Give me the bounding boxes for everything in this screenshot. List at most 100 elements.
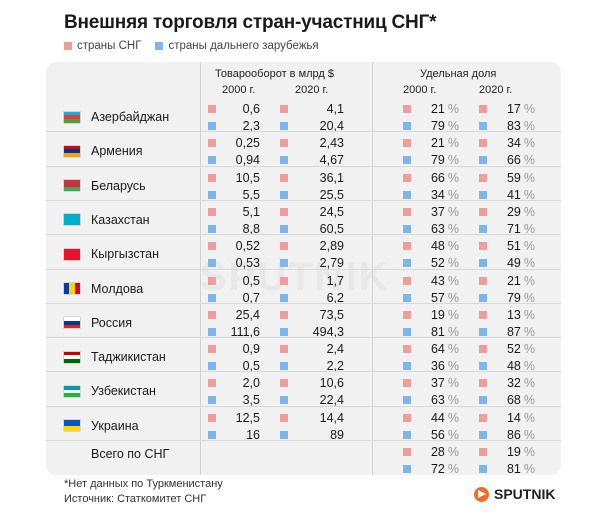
- legend-label-cis: страны СНГ: [77, 40, 141, 52]
- cis-value: 43%: [403, 274, 459, 288]
- value-number: 10,5: [236, 171, 260, 185]
- value-number: 51: [507, 239, 521, 253]
- cis-value: 21%: [403, 102, 459, 116]
- cell-value: 37%: [431, 376, 459, 390]
- sputnik-logo-icon: [474, 487, 489, 502]
- cell-value: 21%: [431, 136, 459, 150]
- cis-value: 0,25: [208, 136, 260, 150]
- header-turnover: Товарооборот в млрд $: [215, 68, 334, 80]
- series-marker: [208, 414, 216, 422]
- series-marker: [403, 431, 411, 439]
- cis-value: 10,5: [208, 171, 260, 185]
- series-marker: [403, 414, 411, 422]
- flag-icon: [64, 420, 80, 431]
- cis-value: 2,0: [208, 376, 260, 390]
- cell-value: 17%: [507, 102, 535, 116]
- percent-sign: %: [524, 239, 535, 253]
- legend-item-cis: страны СНГ: [64, 40, 141, 52]
- legend: страны СНГ страны дальнего зарубежья: [64, 40, 319, 52]
- series-marker: [280, 294, 288, 302]
- cis-value: 0,52: [208, 239, 260, 253]
- country-label: Беларусь: [64, 179, 146, 193]
- series-marker: [280, 431, 288, 439]
- cis-value: 10,6: [280, 376, 344, 390]
- value-number: 14,4: [320, 411, 344, 425]
- series-marker: [403, 242, 411, 250]
- series-marker: [479, 139, 487, 147]
- percent-sign: %: [448, 376, 459, 390]
- cis-value: 21%: [403, 136, 459, 150]
- percent-sign: %: [448, 136, 459, 150]
- series-marker: [479, 105, 487, 113]
- cell-value: 12,5: [236, 411, 260, 425]
- series-marker: [208, 174, 216, 182]
- cis-value: 19%: [479, 445, 535, 459]
- percent-sign: %: [448, 342, 459, 356]
- cis-value: 14,4: [280, 411, 344, 425]
- series-marker: [479, 362, 487, 370]
- value-number: 5,1: [243, 205, 260, 219]
- cell-value: 32%: [507, 376, 535, 390]
- cell-value: 34%: [507, 136, 535, 150]
- percent-sign: %: [524, 445, 535, 459]
- country-label: Кыргызстан: [64, 247, 159, 261]
- series-marker: [280, 311, 288, 319]
- value-number: 66: [431, 171, 445, 185]
- cell-value: 19%: [507, 445, 535, 459]
- cis-value: 51%: [479, 239, 535, 253]
- country-label: Армения: [64, 144, 143, 158]
- series-marker: [208, 328, 216, 336]
- value-number: 29: [507, 205, 521, 219]
- series-marker: [208, 242, 216, 250]
- percent-sign: %: [524, 136, 535, 150]
- footnote: *Нет данных по Туркменистану: [64, 478, 223, 490]
- cell-value: 0,52: [236, 239, 260, 253]
- value-number: 34: [507, 136, 521, 150]
- series-marker: [280, 414, 288, 422]
- percent-sign: %: [524, 274, 535, 288]
- country-label: Молдова: [64, 282, 143, 296]
- series-marker: [403, 379, 411, 387]
- cis-value: 37%: [403, 376, 459, 390]
- series-marker: [403, 139, 411, 147]
- series-marker: [479, 345, 487, 353]
- series-marker: [280, 345, 288, 353]
- value-number: 10,6: [320, 376, 344, 390]
- cis-value: 2,43: [280, 136, 344, 150]
- flag-icon: [64, 283, 80, 294]
- flag-icon: [64, 352, 80, 363]
- series-marker: [479, 379, 487, 387]
- cell-value: 52%: [507, 342, 535, 356]
- cell-value: 19%: [431, 308, 459, 322]
- cell-value: 73,5: [320, 308, 344, 322]
- cell-value: 2,89: [320, 239, 344, 253]
- value-number: 12,5: [236, 411, 260, 425]
- value-number: 2,43: [320, 136, 344, 150]
- country-name: Кыргызстан: [91, 247, 159, 261]
- percent-sign: %: [524, 411, 535, 425]
- series-marker: [208, 294, 216, 302]
- value-number: 19: [507, 445, 521, 459]
- series-marker: [208, 156, 216, 164]
- country-name: Украина: [91, 419, 139, 433]
- legend-swatch-cis: [64, 42, 72, 50]
- series-marker: [280, 122, 288, 130]
- cis-value: 29%: [479, 205, 535, 219]
- header-share: Удельная доля: [420, 68, 496, 80]
- percent-sign: %: [524, 376, 535, 390]
- cis-value: 48%: [403, 239, 459, 253]
- cis-value: 4,1: [280, 102, 344, 116]
- series-marker: [479, 328, 487, 336]
- percent-sign: %: [448, 445, 459, 459]
- value-number: 72: [431, 462, 445, 476]
- country-name: Молдова: [91, 282, 143, 296]
- cell-value: 72%: [431, 462, 459, 476]
- series-marker: [403, 208, 411, 216]
- cell-value: 64%: [431, 342, 459, 356]
- value-number: 21: [507, 274, 521, 288]
- cis-value: 2,89: [280, 239, 344, 253]
- far-value: 72%: [403, 462, 459, 476]
- cis-value: 59%: [479, 171, 535, 185]
- cis-value: 37%: [403, 205, 459, 219]
- row-divider: [46, 337, 561, 338]
